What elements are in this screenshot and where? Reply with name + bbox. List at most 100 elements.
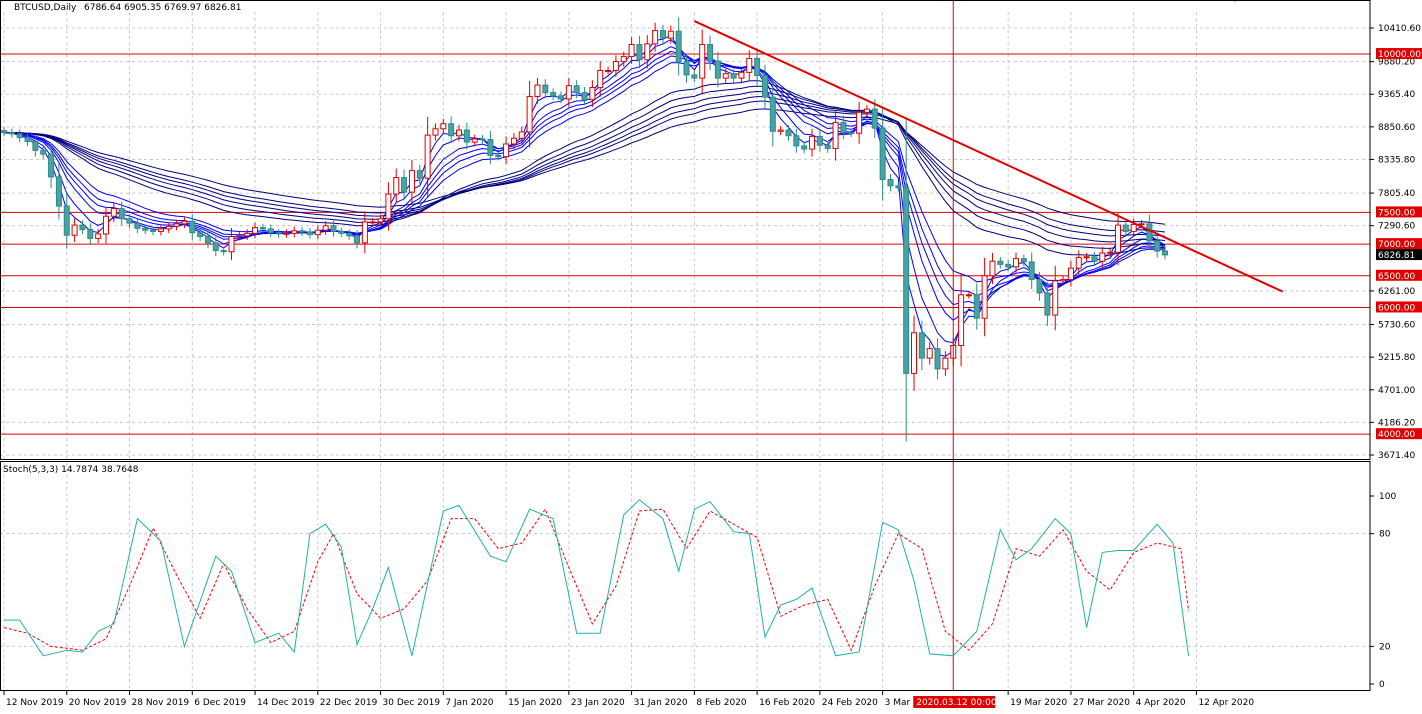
candle[interactable] bbox=[871, 99, 878, 138]
candle-body[interactable] bbox=[542, 84, 549, 94]
candle-body[interactable] bbox=[173, 223, 180, 227]
candle[interactable] bbox=[385, 182, 392, 231]
candle-body[interactable] bbox=[244, 232, 251, 237]
candle-body[interactable] bbox=[299, 230, 306, 233]
candle-body[interactable] bbox=[989, 260, 996, 277]
candle-body[interactable] bbox=[958, 294, 965, 346]
candle[interactable] bbox=[557, 91, 564, 104]
candle[interactable] bbox=[463, 122, 470, 150]
candle[interactable] bbox=[79, 220, 86, 235]
candle[interactable] bbox=[652, 22, 659, 52]
candle[interactable] bbox=[1036, 271, 1043, 301]
candle[interactable] bbox=[1154, 234, 1161, 258]
candle[interactable] bbox=[707, 35, 714, 70]
candle[interactable] bbox=[981, 257, 988, 337]
candle-body[interactable] bbox=[1052, 280, 1059, 316]
candle-body[interactable] bbox=[228, 235, 235, 253]
candle[interactable] bbox=[1075, 250, 1082, 276]
candle[interactable] bbox=[1122, 219, 1129, 237]
candle[interactable] bbox=[1114, 212, 1121, 266]
candle[interactable] bbox=[189, 214, 196, 240]
candle[interactable] bbox=[361, 211, 368, 254]
candle-body[interactable] bbox=[911, 332, 918, 374]
candle-body[interactable] bbox=[840, 121, 847, 134]
candle-body[interactable] bbox=[314, 229, 321, 236]
candle[interactable] bbox=[1067, 261, 1074, 287]
candle[interactable] bbox=[1005, 260, 1012, 271]
candle[interactable] bbox=[926, 342, 933, 365]
candle-body[interactable] bbox=[895, 185, 902, 189]
candle[interactable] bbox=[40, 145, 47, 159]
candle-body[interactable] bbox=[1083, 256, 1090, 259]
candle[interactable] bbox=[973, 283, 980, 330]
candle[interactable] bbox=[565, 77, 572, 107]
candle-body[interactable] bbox=[667, 30, 674, 39]
candle[interactable] bbox=[181, 217, 188, 228]
candle-body[interactable] bbox=[181, 220, 188, 225]
candle-body[interactable] bbox=[793, 135, 800, 147]
candle[interactable] bbox=[754, 49, 761, 85]
candle[interactable] bbox=[252, 222, 259, 239]
candle-body[interactable] bbox=[401, 177, 408, 193]
candle-body[interactable] bbox=[620, 56, 627, 63]
candle-body[interactable] bbox=[801, 145, 808, 150]
candle-body[interactable] bbox=[338, 230, 345, 234]
candle[interactable] bbox=[809, 128, 816, 157]
candle-body[interactable] bbox=[769, 96, 776, 132]
candle-body[interactable] bbox=[252, 227, 259, 234]
candle[interactable] bbox=[824, 140, 831, 153]
candle-body[interactable] bbox=[95, 233, 102, 239]
candle-body[interactable] bbox=[110, 208, 117, 217]
candle-body[interactable] bbox=[236, 235, 243, 238]
candle-body[interactable] bbox=[612, 61, 619, 71]
candle-body[interactable] bbox=[204, 235, 211, 244]
candle[interactable] bbox=[659, 24, 666, 45]
candle-body[interactable] bbox=[479, 138, 486, 141]
candle-body[interactable] bbox=[346, 232, 353, 237]
candle[interactable] bbox=[275, 228, 282, 238]
candle[interactable] bbox=[1, 126, 7, 137]
candle-body[interactable] bbox=[1067, 267, 1074, 281]
candle-body[interactable] bbox=[259, 227, 266, 230]
candle-body[interactable] bbox=[997, 260, 1004, 265]
candle-body[interactable] bbox=[385, 193, 392, 220]
candle-body[interactable] bbox=[32, 140, 39, 151]
candle-body[interactable] bbox=[1122, 224, 1129, 232]
candle-body[interactable] bbox=[942, 357, 949, 370]
candle[interactable] bbox=[1013, 252, 1020, 273]
candle-body[interactable] bbox=[777, 129, 784, 132]
candle-body[interactable] bbox=[934, 348, 941, 370]
candle[interactable] bbox=[110, 202, 117, 223]
candle[interactable] bbox=[157, 224, 164, 236]
candle-body[interactable] bbox=[354, 235, 361, 244]
candle[interactable] bbox=[71, 218, 78, 242]
candle-body[interactable] bbox=[550, 92, 557, 97]
candle[interactable] bbox=[16, 129, 23, 143]
candle[interactable] bbox=[510, 133, 517, 150]
candle-body[interactable] bbox=[1044, 292, 1051, 316]
candle[interactable] bbox=[793, 129, 800, 153]
candle-body[interactable] bbox=[71, 224, 78, 236]
candle[interactable] bbox=[1130, 218, 1137, 238]
candle-body[interactable] bbox=[1091, 256, 1098, 262]
candle[interactable] bbox=[487, 130, 494, 165]
candle[interactable] bbox=[612, 55, 619, 77]
candle[interactable] bbox=[965, 290, 972, 299]
candle-body[interactable] bbox=[1099, 252, 1106, 262]
candle-body[interactable] bbox=[1114, 224, 1121, 253]
candle[interactable] bbox=[24, 133, 31, 146]
candle-body[interactable] bbox=[565, 85, 572, 100]
candle[interactable] bbox=[197, 228, 204, 241]
candle-body[interactable] bbox=[24, 137, 31, 142]
candle[interactable] bbox=[314, 225, 321, 240]
candle-body[interactable] bbox=[306, 231, 313, 236]
candle-body[interactable] bbox=[55, 176, 62, 207]
candle[interactable] bbox=[1060, 275, 1067, 285]
candle-body[interactable] bbox=[879, 127, 886, 180]
candle[interactable] bbox=[212, 237, 219, 257]
candle-body[interactable] bbox=[597, 69, 604, 89]
candle[interactable] bbox=[283, 229, 290, 238]
candle-body[interactable] bbox=[275, 232, 282, 235]
candle[interactable] bbox=[879, 107, 886, 201]
